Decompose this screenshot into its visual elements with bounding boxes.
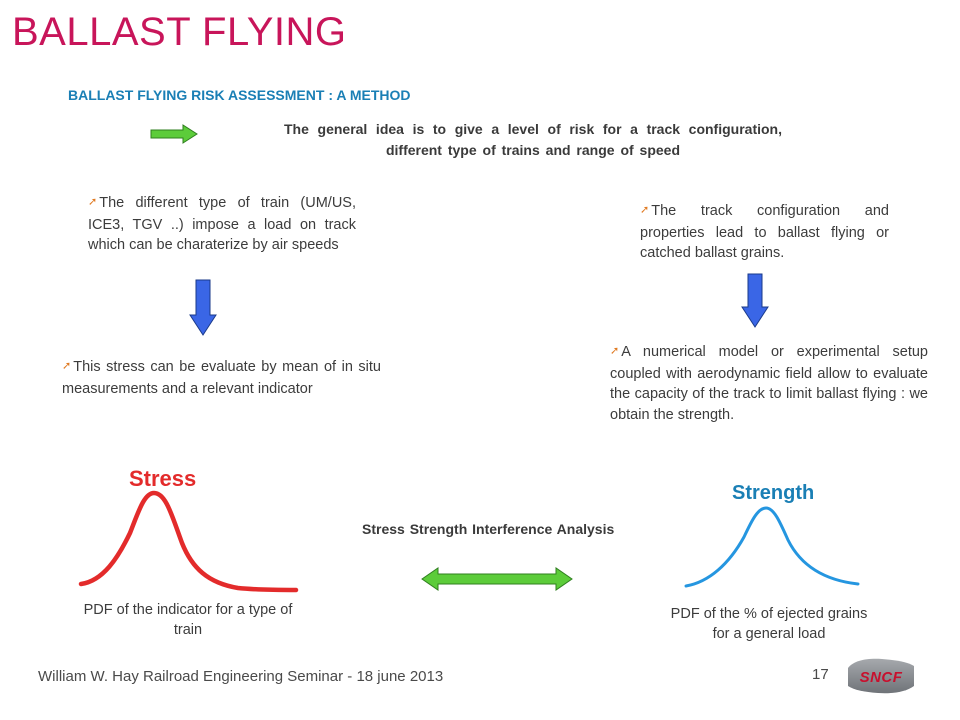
strength-pdf-curve — [684, 506, 860, 588]
numerical-model-text: A numerical model or experimental setup … — [610, 344, 928, 423]
track-config-paragraph: ➚ The track configuration and properties … — [640, 201, 889, 264]
interference-analysis-label: Stress Strength Interference Analysis — [362, 521, 615, 537]
orange-arrow-bullet-icon: ➚ — [640, 204, 650, 216]
stress-caption: PDF of the indicator for a type of train — [83, 602, 293, 638]
svg-text:SNCF: SNCF — [860, 669, 903, 686]
down-arrow-icon — [741, 273, 769, 328]
double-arrow-icon — [421, 567, 573, 591]
sncf-logo: SNCF — [848, 658, 914, 694]
page-number: 17 — [812, 666, 829, 683]
stress-eval-text: This stress can be evaluate by mean of i… — [62, 359, 381, 397]
stress-pdf-curve — [78, 490, 299, 593]
slide-subtitle: BALLAST FLYING RISK ASSESSMENT : A METHO… — [68, 87, 411, 103]
numerical-model-paragraph: ➚ A numerical model or experimental setup… — [610, 342, 928, 425]
stress-label: Stress — [129, 466, 197, 491]
strength-label: Strength — [732, 482, 815, 504]
down-arrow-icon — [189, 279, 217, 336]
track-config-text: The track configuration and properties l… — [640, 203, 889, 261]
orange-arrow-bullet-icon: ➚ — [62, 360, 72, 372]
strength-caption: PDF of the % of ejected grains for a gen… — [670, 606, 868, 642]
train-load-paragraph: ➚ The different type of train (UM/US, ICE… — [88, 193, 356, 256]
train-load-text: The different type of train (UM/US, ICE3… — [88, 195, 356, 253]
footer-text: William W. Hay Railroad Engineering Semi… — [38, 668, 444, 685]
right-arrow-icon — [150, 124, 198, 144]
orange-arrow-bullet-icon: ➚ — [610, 345, 620, 357]
orange-arrow-bullet-icon: ➚ — [88, 196, 98, 208]
slide-title: BALLAST FLYING — [12, 10, 347, 54]
stress-eval-paragraph: ➚ This stress can be evaluate by mean of … — [62, 357, 381, 399]
general-idea-text: The general idea is to give a level of r… — [284, 121, 782, 158]
